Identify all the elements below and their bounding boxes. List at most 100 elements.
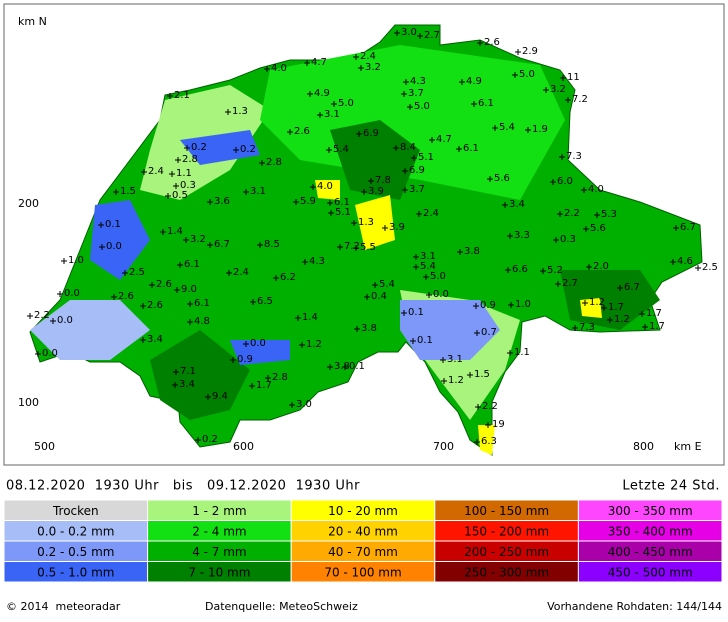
station-value: 6.0 <box>557 176 573 187</box>
station-marker <box>550 179 556 185</box>
station-value: 4.8 <box>194 316 210 327</box>
station-value: 1.2 <box>614 314 630 325</box>
station-marker <box>505 267 511 273</box>
station-marker <box>441 378 447 384</box>
station-marker <box>456 146 462 152</box>
legend-label: 100 - 150 mm <box>464 504 549 518</box>
station-marker <box>304 60 310 66</box>
station-marker <box>230 357 236 363</box>
wet-spot <box>355 195 395 250</box>
station-marker <box>328 210 334 216</box>
station-marker <box>583 226 589 232</box>
station-value: 3.8 <box>361 323 377 334</box>
station-marker <box>353 245 359 251</box>
station-value: 0.0 <box>433 289 449 300</box>
station-value: 4.0 <box>588 184 604 195</box>
axis-label: 500 <box>34 440 55 453</box>
station-value: 3.6 <box>214 196 230 207</box>
station-value: 2.6 <box>118 291 134 302</box>
station-marker <box>372 282 378 288</box>
station-value: 5.4 <box>379 279 395 290</box>
legend: Trocken 0.0 - 0.2 mm 0.2 - 0.5 mm 0.5 - 1.0… <box>3 499 723 583</box>
station-marker <box>113 189 119 195</box>
station-marker <box>402 187 408 193</box>
station-value: 2.4 <box>233 267 249 278</box>
station-marker <box>327 200 333 206</box>
station-value: 4.7 <box>436 134 452 145</box>
station-value: 0.0 <box>250 338 266 349</box>
station-marker <box>149 282 155 288</box>
station-marker <box>673 225 679 231</box>
station-marker <box>207 242 213 248</box>
station-marker <box>429 137 435 143</box>
station-value: 3.0 <box>401 27 417 38</box>
station-marker <box>169 171 175 177</box>
station-marker <box>467 372 473 378</box>
station-value: 1.2 <box>448 375 464 386</box>
station-value: 7.3 <box>579 322 595 333</box>
station-value: 0.5 <box>172 190 188 201</box>
station-marker <box>368 178 374 184</box>
station-marker <box>581 187 587 193</box>
station-marker <box>249 383 255 389</box>
station-value: 2.5 <box>702 262 718 273</box>
axis-label: km N <box>18 15 47 28</box>
station-marker <box>225 109 231 115</box>
legend-label: 350 - 400 mm <box>608 524 693 538</box>
station-value: 2.4 <box>148 166 164 177</box>
station-marker <box>326 147 332 153</box>
station-value: 5.1 <box>418 152 434 163</box>
raw-data: Vorhandene Rohdaten: 144/144 <box>547 600 722 613</box>
station-value: 0.2 <box>191 142 207 153</box>
station-marker <box>474 439 480 445</box>
lake <box>400 300 500 360</box>
legend-label: 10 - 20 mm <box>328 504 398 518</box>
station-marker <box>299 342 305 348</box>
station-value: 2.4 <box>423 208 439 219</box>
station-value: 8.5 <box>264 239 280 250</box>
station-value: 3.7 <box>408 88 424 99</box>
span: Letzte 24 Std. <box>622 479 720 494</box>
legend-label: 150 - 200 mm <box>464 524 549 538</box>
station-value: 3.9 <box>389 222 405 233</box>
station-marker <box>423 274 429 280</box>
station-value: 0.2 <box>240 144 256 155</box>
station-marker <box>331 101 337 107</box>
station-value: 1.7 <box>646 308 662 319</box>
station-marker <box>393 145 399 151</box>
station-marker <box>257 242 263 248</box>
station-value: 2.9 <box>522 46 538 57</box>
station-value: 5.1 <box>335 207 351 218</box>
station-marker <box>407 104 413 110</box>
station-value: 2.7 <box>562 278 578 289</box>
axis-label: 800 <box>633 440 654 453</box>
station-marker <box>184 145 190 151</box>
station-value: 0.1 <box>408 307 424 318</box>
station-value: 3.1 <box>420 251 436 262</box>
station-marker <box>617 285 623 291</box>
station-value: 3.1 <box>324 109 340 120</box>
station-marker <box>426 292 432 298</box>
station-marker <box>507 233 513 239</box>
station-marker <box>457 249 463 255</box>
station-marker <box>601 305 607 311</box>
station-marker <box>413 254 419 260</box>
station-value: 4.6 <box>677 256 693 267</box>
station-marker <box>492 125 498 131</box>
legend-label: 250 - 300 mm <box>464 565 549 579</box>
station-marker <box>507 350 513 356</box>
lake <box>30 300 150 360</box>
legend-label: 300 - 350 mm <box>608 504 693 518</box>
station-value: 2.8 <box>182 154 198 165</box>
station-marker <box>167 93 173 99</box>
station-value: 6.1 <box>194 298 210 309</box>
station-value: 3.7 <box>409 184 425 195</box>
station-value: 7.8 <box>375 175 391 186</box>
station-marker <box>57 291 63 297</box>
station-marker <box>361 189 367 195</box>
station-marker <box>310 184 316 190</box>
station-value: 6.2 <box>280 272 296 283</box>
map-shapes <box>29 24 703 456</box>
station-marker <box>356 131 362 137</box>
